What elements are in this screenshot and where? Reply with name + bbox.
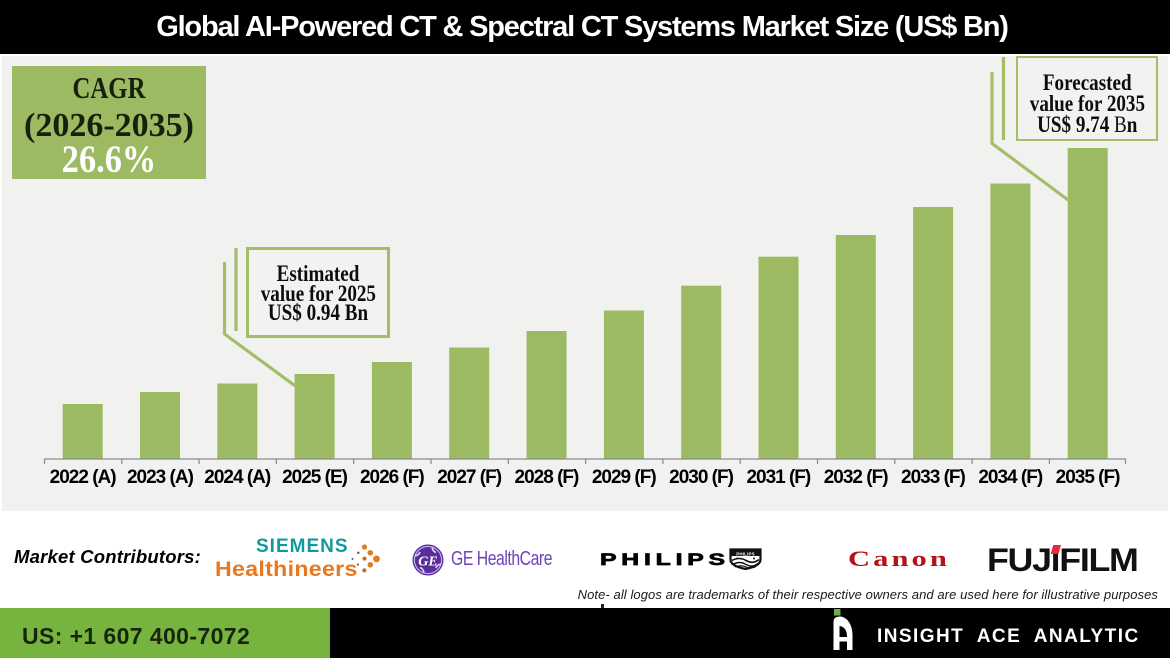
- svg-text:PHILIPS: PHILIPS: [736, 551, 754, 556]
- svg-text:GE: GE: [418, 555, 437, 570]
